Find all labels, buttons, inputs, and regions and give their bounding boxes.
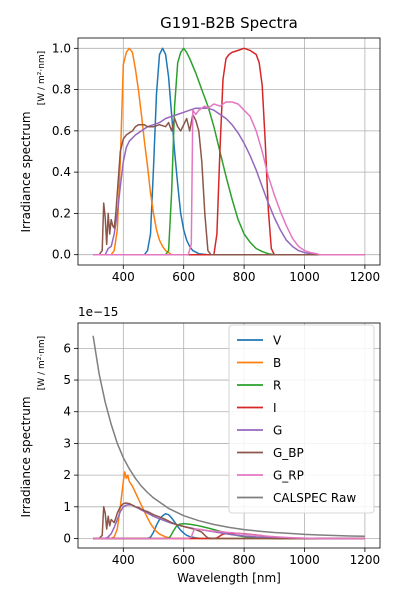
legend-label: CALSPEC Raw — [273, 491, 356, 505]
legend-label: G_RP — [273, 469, 304, 483]
offset-text: 1e−15 — [78, 305, 118, 319]
y-tick-label: 0 — [63, 531, 71, 545]
legend-box — [228, 324, 375, 514]
x-tick-label: 600 — [172, 553, 195, 567]
y-tick-label: 3 — [63, 436, 71, 450]
y-tick-label: 1 — [63, 500, 71, 514]
series-line-b — [93, 47, 365, 256]
x-axis-label: Wavelength [nm] — [177, 571, 281, 585]
y-tick-label: 0.0 — [52, 248, 71, 262]
x-tick-label: 600 — [172, 270, 195, 284]
x-tick-label: 400 — [112, 553, 135, 567]
y-tick-label: 2 — [63, 468, 71, 482]
y-tick-label: 4 — [63, 405, 71, 419]
y-axis-units-bottom: [W / m²·nm] — [37, 336, 47, 390]
series-line-v — [93, 513, 365, 540]
series-line-r — [93, 47, 365, 256]
series-line-v — [93, 47, 365, 256]
plot-frame — [77, 322, 381, 549]
x-tick-label: 1000 — [289, 553, 320, 567]
y-tick-label: 0.8 — [52, 83, 71, 97]
legend-label: B — [273, 356, 281, 370]
y-axis-label-text: Irradiance spectrum — [19, 396, 33, 517]
series-line-r — [93, 522, 365, 540]
y-axis-label-top: Irradiance spectrum — [19, 111, 33, 232]
legend-label: R — [273, 379, 281, 393]
x-tick-label: 400 — [112, 270, 135, 284]
series-line-g-rp — [93, 101, 365, 256]
legend-label: G_BP — [273, 446, 304, 460]
series-line-g — [93, 107, 365, 256]
y-tick-label: 6 — [63, 341, 71, 355]
y-axis-label-bottom: Irradiance spectrum — [19, 396, 33, 517]
y-tick-label: 0.6 — [52, 124, 71, 138]
x-tick-label: 1000 — [289, 270, 320, 284]
y-tick-label: 5 — [63, 373, 71, 387]
series-line-i — [93, 47, 365, 256]
series-line-calspec-raw — [92, 335, 365, 538]
series-line-g-rp — [93, 528, 365, 540]
y-tick-label: 0.4 — [52, 165, 71, 179]
y-axis-units-top: [W / m²·nm] — [37, 51, 47, 105]
y-axis-label-text: Irradiance spectrum — [19, 111, 33, 232]
y-axis-units-text: [W / m²·nm] — [37, 336, 47, 390]
plot-top: 400 600 800 1000 1200 0.0 0.2 0.4 0.6 0.8 1.0 — [52, 37, 381, 284]
x-tick-label: 800 — [233, 553, 256, 567]
plot-frame — [77, 37, 381, 266]
legend-label: I — [273, 401, 277, 415]
legend-label: V — [273, 334, 282, 348]
legend-label: G — [273, 424, 282, 438]
y-axis-units-text: [W / m²·nm] — [37, 51, 47, 105]
chart-title: G191-B2B Spectra — [160, 14, 298, 32]
x-tick-label: 1200 — [350, 553, 381, 567]
y-tick-label: 0.2 — [52, 206, 71, 220]
x-tick-label: 800 — [233, 270, 256, 284]
series-line-g-bp — [93, 113, 365, 256]
y-tick-label: 1.0 — [52, 41, 71, 55]
x-tick-label: 1200 — [350, 270, 381, 284]
series-line-g-bp — [93, 502, 365, 540]
